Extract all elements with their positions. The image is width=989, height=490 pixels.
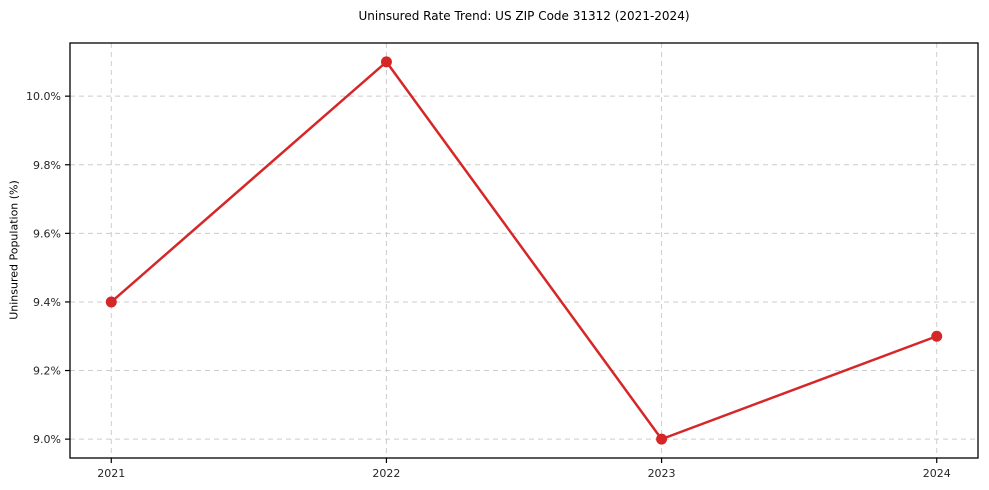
- data-point-marker: [380, 56, 392, 68]
- x-tick-label: 2021: [97, 467, 125, 480]
- x-tick-label: 2023: [648, 467, 676, 480]
- y-tick-label: 9.4%: [33, 296, 61, 309]
- y-tick-label: 9.8%: [33, 159, 61, 172]
- plot-frame: [69, 42, 979, 459]
- trend-line: [110, 60, 938, 441]
- chart-title: Uninsured Rate Trend: US ZIP Code 31312 …: [358, 9, 690, 23]
- y-tick-label: 9.0%: [33, 433, 61, 446]
- x-tick-label: 2024: [923, 467, 951, 480]
- data-point-marker: [931, 330, 943, 342]
- y-tick-label: 9.6%: [33, 227, 61, 240]
- y-tick-label: 10.0%: [26, 90, 61, 103]
- data-point-marker: [656, 433, 668, 445]
- y-tick-label: 9.2%: [33, 365, 61, 378]
- data-point-marker: [105, 296, 117, 308]
- x-tick-label: 2022: [372, 467, 400, 480]
